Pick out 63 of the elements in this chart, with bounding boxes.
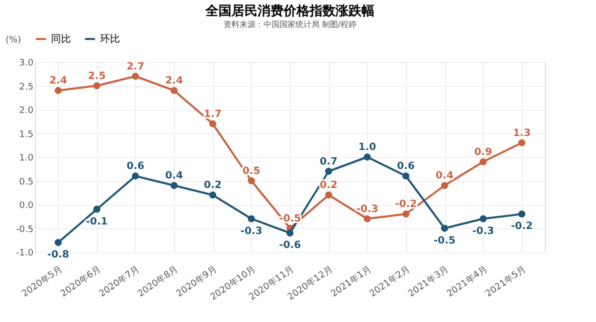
data-label: -0.8 xyxy=(47,250,70,260)
y-tick-label: -1.0 xyxy=(16,248,34,258)
point xyxy=(480,215,487,222)
data-label: -0.2 xyxy=(394,199,417,210)
y-axis-title: (%) xyxy=(6,36,22,46)
point xyxy=(132,72,139,80)
y-tick-label: -0.5 xyxy=(16,224,34,235)
data-label: 0.4 xyxy=(165,170,183,182)
y-tick-label: 0.0 xyxy=(19,201,34,211)
point xyxy=(54,238,62,246)
data-label: 0.6 xyxy=(126,161,144,172)
data-label: 2.7 xyxy=(126,61,144,72)
chart-subtitle: 资料来源：中国国家统计局 制图/程婷 xyxy=(223,20,357,29)
data-label: 0.2 xyxy=(204,180,222,191)
point xyxy=(286,229,294,237)
chart-title: 全国居民消费价格指数涨跌幅 xyxy=(204,4,374,19)
data-label: 2.4 xyxy=(49,76,68,86)
data-label: 2.5 xyxy=(88,70,106,82)
point xyxy=(248,177,255,184)
point xyxy=(325,191,332,199)
data-label: -0.3 xyxy=(240,226,262,237)
point xyxy=(132,172,139,180)
point xyxy=(170,86,178,94)
data-label: 2.4 xyxy=(165,76,183,86)
y-tick-label: 1.0 xyxy=(19,154,34,164)
data-label: 0.6 xyxy=(397,161,415,172)
data-label: -0.1 xyxy=(86,216,108,228)
data-label: 0.4 xyxy=(436,170,454,182)
point xyxy=(54,86,62,94)
point xyxy=(518,210,526,218)
point xyxy=(209,120,216,128)
point xyxy=(93,82,100,90)
data-label: -0.6 xyxy=(279,240,301,251)
data-label: 0.7 xyxy=(320,156,338,168)
point xyxy=(441,224,448,232)
point xyxy=(402,210,410,218)
point xyxy=(518,139,526,146)
point xyxy=(480,158,487,166)
legend-label: 同比 xyxy=(51,33,71,45)
point xyxy=(93,206,100,213)
data-label: 1.3 xyxy=(512,128,531,139)
point xyxy=(402,172,410,180)
point xyxy=(325,168,332,175)
data-label: -0.5 xyxy=(434,235,456,246)
y-tick-label: 3.0 xyxy=(19,58,34,68)
data-label: 1.7 xyxy=(204,108,222,120)
data-label: 0.9 xyxy=(474,146,492,158)
y-tick-label: 2.0 xyxy=(19,106,34,116)
point xyxy=(209,191,216,199)
y-tick-label: 0.5 xyxy=(19,177,34,188)
point xyxy=(364,153,371,161)
data-label: -0.3 xyxy=(356,204,378,215)
legend-label: 环比 xyxy=(100,33,120,45)
data-label: 0.2 xyxy=(320,180,338,191)
data-label: 1.0 xyxy=(358,142,376,153)
data-label: -0.3 xyxy=(472,226,494,237)
y-tick-label: 1.5 xyxy=(19,130,34,140)
point xyxy=(170,182,178,190)
point xyxy=(248,215,255,222)
point xyxy=(441,182,448,190)
point xyxy=(364,215,371,222)
data-label: -0.2 xyxy=(510,221,533,232)
y-tick-label: 2.5 xyxy=(19,82,34,92)
